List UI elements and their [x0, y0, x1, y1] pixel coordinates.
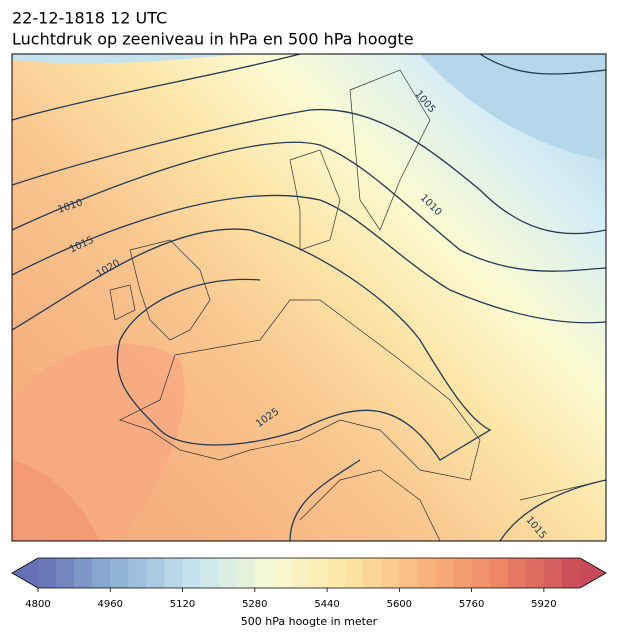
colorbar-segment	[525, 558, 545, 588]
colorbar-segment	[435, 558, 455, 588]
colorbar-segment	[345, 558, 364, 588]
colorbar-tick-label: 5120	[170, 599, 195, 610]
subtitle: Luchtdruk op zeeniveau in hPa en 500 hPa…	[12, 30, 414, 49]
colorbar-segment	[381, 558, 400, 588]
colorbar-segment	[309, 558, 328, 588]
colorbar-tick-label: 5920	[531, 599, 556, 610]
colorbar-segment	[399, 558, 418, 588]
colorbar-tick-label: 5440	[314, 599, 339, 610]
colorbar-segment	[218, 558, 238, 588]
colorbar-segment	[363, 558, 382, 588]
colorbar-segment	[272, 558, 292, 588]
colorbar-extend-low	[12, 558, 38, 588]
colorbar-label: 500 hPa hoogte in meter	[241, 615, 378, 628]
map: 1005 1010 1015 1020 1025 1010 1015	[12, 54, 606, 541]
colorbar-segment	[146, 558, 165, 588]
isobar	[12, 54, 301, 121]
colorbar-segment	[200, 558, 220, 588]
colorbar-tick-label: 4800	[25, 599, 50, 610]
colorbar-tick-label: 4960	[98, 599, 123, 610]
isobar	[289, 459, 361, 541]
colorbar-segment	[489, 558, 509, 588]
colorbar-segment	[471, 558, 491, 588]
colorbar-segment	[507, 558, 527, 588]
colorbar-tick-label: 5280	[242, 599, 267, 610]
colorbar-extend-high	[580, 558, 606, 588]
colorbar: 4800 4960 5120 5280 5440 5600 5760 5920	[11, 557, 607, 610]
colorbar-segment	[417, 558, 436, 588]
colorbar-segment	[74, 558, 93, 588]
colorbar-segment	[453, 558, 473, 588]
colorbar-segment	[128, 558, 147, 588]
colorbar-segment	[38, 558, 57, 588]
field-band	[420, 54, 606, 160]
map-frame	[11, 53, 607, 542]
isobar	[479, 54, 606, 75]
isobar	[12, 108, 606, 235]
colorbar-segment	[56, 558, 75, 588]
title: 22-12-1818 12 UTC	[12, 9, 167, 28]
isobar	[12, 194, 606, 324]
colorbar-tick-label: 5760	[459, 599, 484, 610]
coastline	[109, 69, 606, 541]
isobar	[12, 141, 606, 272]
colorbar-segment	[164, 558, 184, 588]
colorbar-segment	[182, 558, 202, 588]
colorbar-segment	[254, 558, 274, 588]
colorbar-segment	[290, 558, 310, 588]
isobar	[12, 228, 492, 461]
colorbar-segment	[543, 558, 563, 588]
colorbar-segment	[92, 558, 111, 588]
colorbar-segment	[561, 558, 581, 588]
colorbar-segment	[236, 558, 256, 588]
isobar	[499, 479, 606, 541]
colorbar-segment	[110, 558, 129, 588]
colorbar-segment	[327, 558, 346, 588]
colorbar-tick-label: 5600	[387, 599, 412, 610]
field-band	[12, 54, 260, 64]
field-band	[12, 460, 100, 541]
colorbar-outline	[11, 557, 607, 589]
